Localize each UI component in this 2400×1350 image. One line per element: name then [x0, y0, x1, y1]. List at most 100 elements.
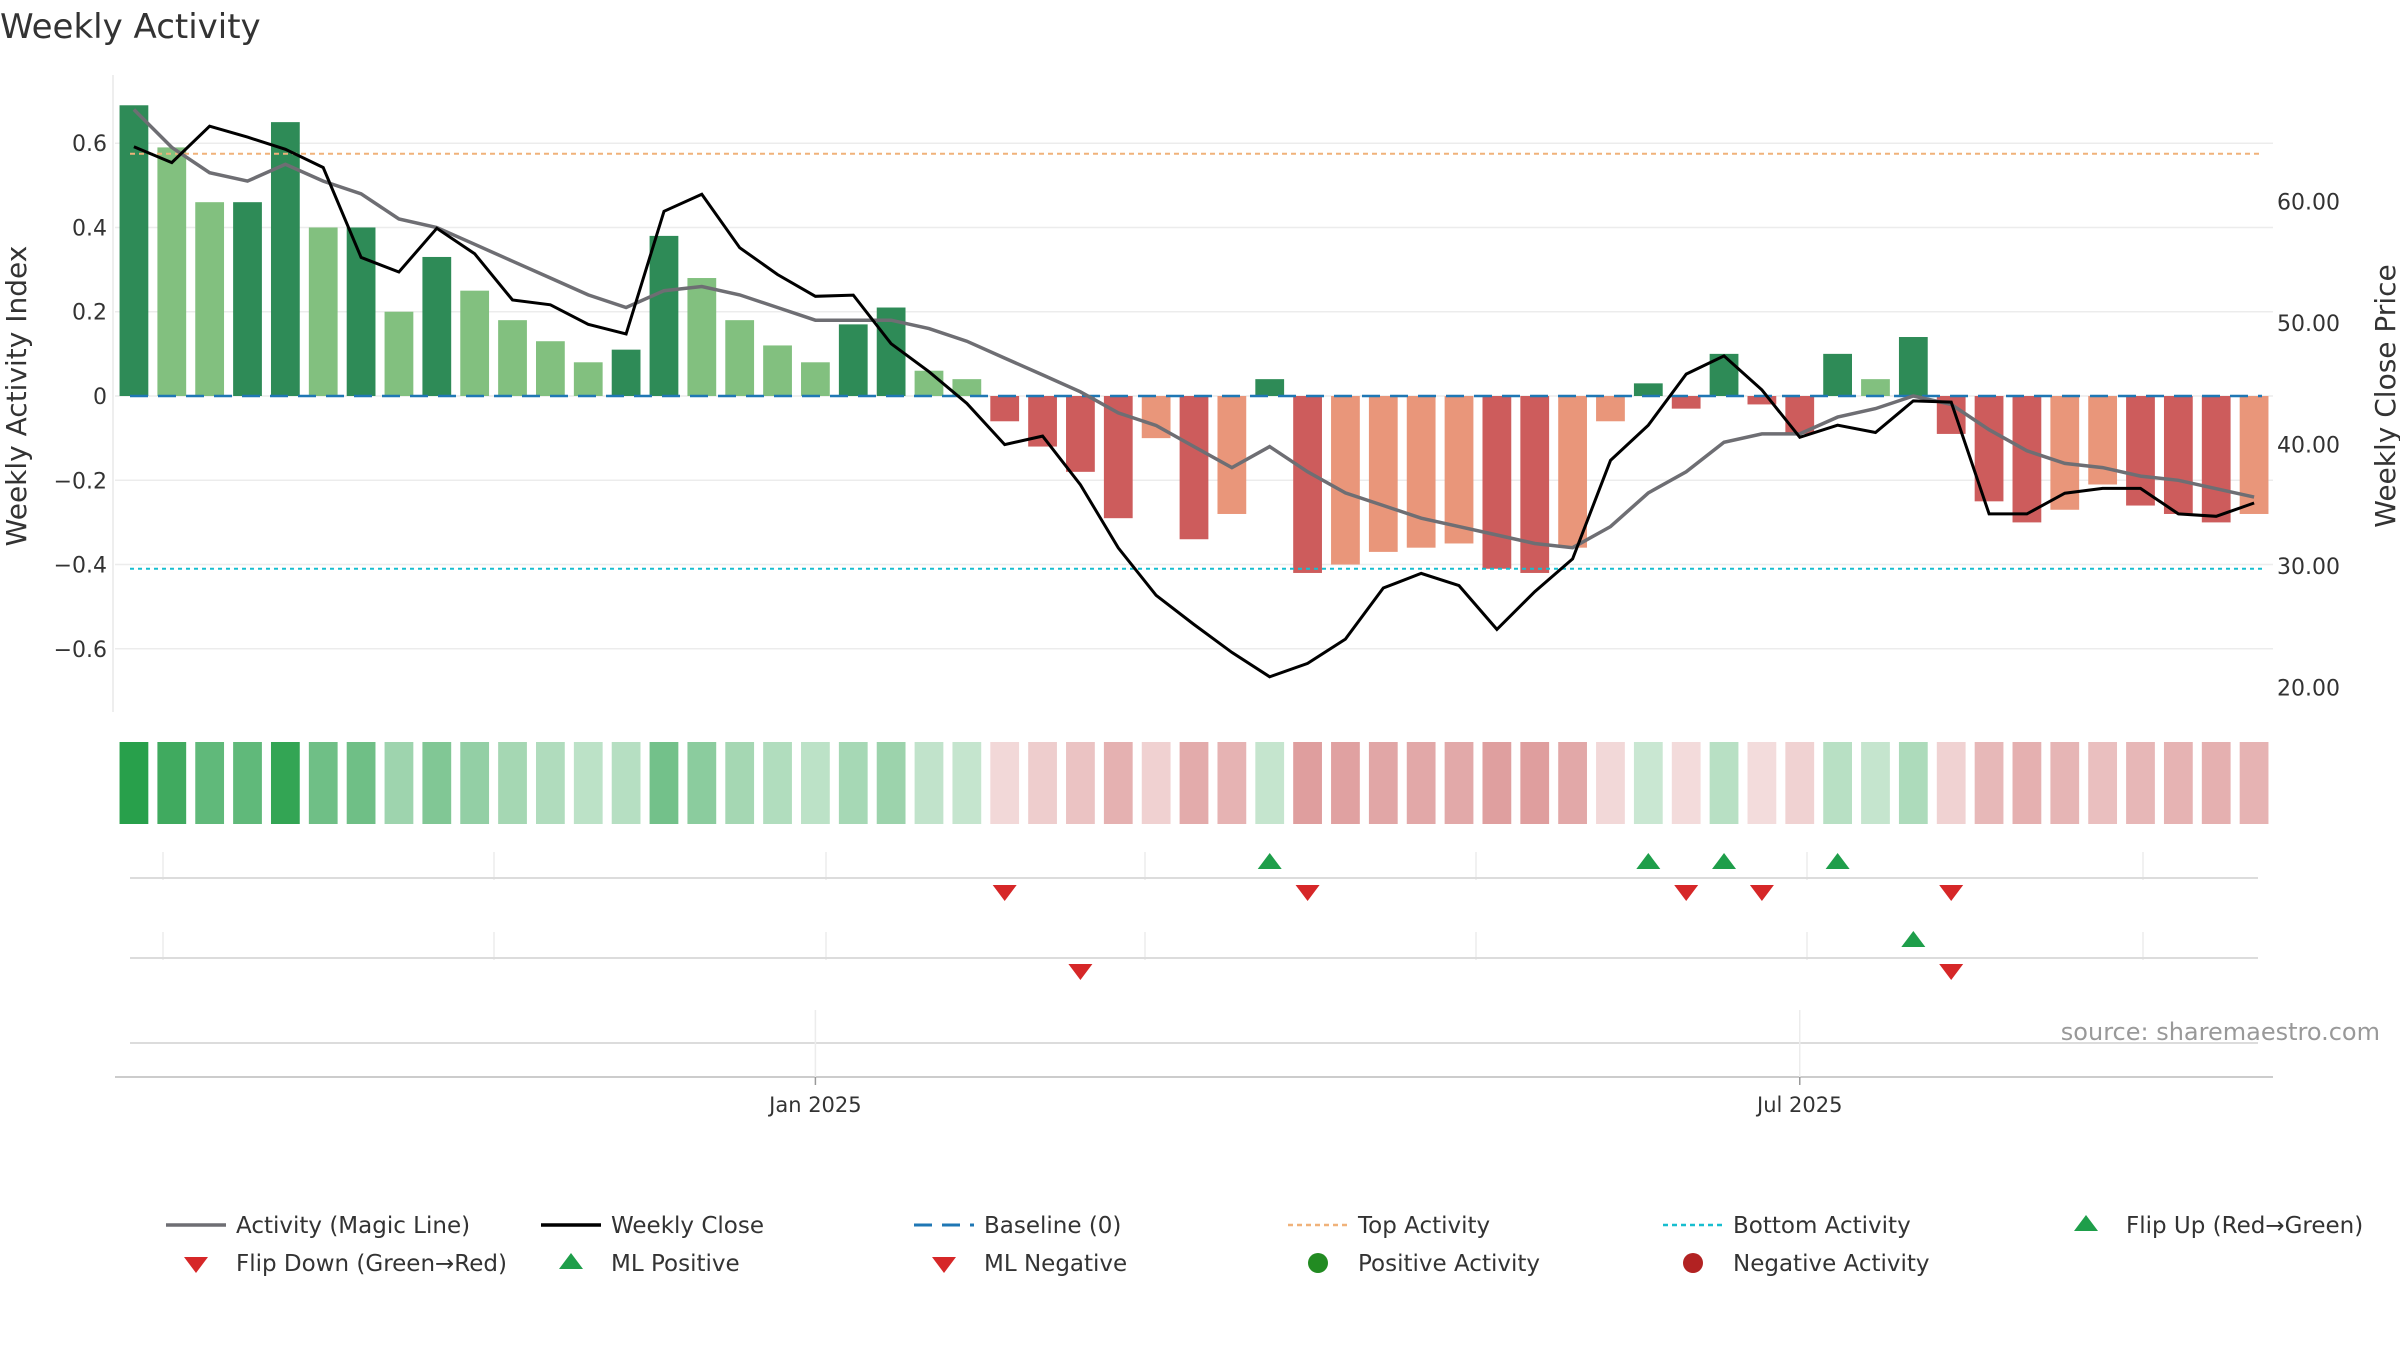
activity-bar	[1293, 396, 1322, 573]
axis-layer: 0.6 0.4 0.2 0 −0.2 −0.4 −0.6 60.00 50.00 40.00 30.…	[0, 75, 2400, 712]
heat-cell	[952, 742, 982, 824]
legend-item: ML Positive	[559, 1251, 740, 1277]
heat-cell	[1633, 742, 1663, 824]
heat-cell	[2201, 742, 2231, 824]
left-tick-label: 0.2	[72, 301, 107, 326]
legend-swatch	[559, 1253, 583, 1269]
legend-item: Baseline (0)	[914, 1213, 1121, 1239]
right-tick-label: 20.00	[2277, 677, 2340, 702]
heat-cell	[2163, 742, 2193, 824]
activity-bar	[763, 345, 792, 396]
legend-label: ML Positive	[611, 1251, 740, 1277]
heat-cell	[422, 742, 452, 824]
activity-bar	[2012, 396, 2042, 523]
legend-label: Negative Activity	[1733, 1251, 1930, 1277]
legend-item: Negative Activity	[1683, 1251, 1930, 1277]
activity-bar	[1331, 396, 1360, 565]
heat-cell	[233, 742, 262, 824]
heat-cell	[2012, 742, 2042, 824]
legend-item: ML Negative	[932, 1251, 1127, 1277]
heat-cell	[1406, 742, 1436, 824]
heat-cell	[1444, 742, 1474, 824]
flip-down-marker	[992, 885, 1017, 901]
left-tick-label: 0.6	[72, 132, 107, 157]
legend-label: Flip Down (Green→Red)	[236, 1251, 507, 1277]
legend-item: Weekly Close	[541, 1213, 764, 1239]
heat-cell	[2088, 742, 2118, 824]
legend: Activity (Magic Line) Weekly Close Baselin…	[166, 1213, 2363, 1277]
activity-bar	[1179, 396, 1209, 540]
flip-down-marker	[1939, 885, 1964, 901]
activity-bar	[1596, 396, 1625, 422]
legend-item: Flip Up (Red→Green)	[2074, 1213, 2363, 1239]
legend-label: ML Negative	[984, 1251, 1127, 1277]
heat-cell	[1482, 742, 1512, 824]
heat-cell	[2239, 742, 2269, 824]
heat-cell	[763, 742, 792, 824]
heat-cell	[1709, 742, 1739, 824]
signal-rows	[130, 852, 2258, 980]
activity-bar	[838, 324, 868, 396]
heat-cell	[914, 742, 944, 824]
ml-negative-marker	[1939, 964, 1964, 980]
activity-bar	[649, 235, 679, 396]
heat-cell	[1331, 742, 1360, 824]
heat-cell	[611, 742, 641, 824]
heat-cell	[498, 742, 527, 824]
bars-layer	[119, 105, 2269, 573]
heat-strip	[119, 742, 2269, 824]
source-note: source: sharemaestro.com	[2061, 1018, 2380, 1046]
heat-cell	[1596, 742, 1625, 824]
activity-bar	[1633, 383, 1663, 396]
heat-cell	[725, 742, 755, 824]
ml-negative-marker	[1068, 964, 1093, 980]
activity-bar	[952, 379, 982, 396]
legend-swatch	[184, 1257, 208, 1273]
left-tick-label: −0.4	[54, 554, 107, 579]
legend-swatch	[932, 1257, 956, 1273]
activity-bar	[1066, 396, 1095, 472]
activity-bar	[1406, 396, 1436, 548]
heat-cell	[2126, 742, 2155, 824]
activity-bar	[573, 362, 603, 396]
flip-up-marker	[1825, 853, 1850, 869]
x-tick-label: Jan 2025	[767, 1093, 862, 1117]
heat-cell	[687, 742, 717, 824]
legend-label: Weekly Close	[611, 1213, 764, 1239]
activity-bar	[1255, 379, 1285, 396]
heat-cell	[1898, 742, 1928, 824]
left-tick-label: 0.4	[72, 216, 107, 241]
activity-bar	[1217, 396, 1247, 514]
left-tick-label: 0	[93, 385, 107, 410]
activity-bar	[460, 290, 490, 396]
right-tick-label: 30.00	[2277, 555, 2340, 580]
heat-cell	[346, 742, 376, 824]
activity-bar	[1861, 379, 1890, 396]
x-axis: Jan 2025 Jul 2025	[115, 1010, 2273, 1117]
legend-label: Baseline (0)	[984, 1213, 1121, 1239]
heat-cell	[1785, 742, 1815, 824]
legend-label: Positive Activity	[1358, 1251, 1540, 1277]
flip-up-marker	[1636, 853, 1661, 869]
left-tick-label: −0.2	[54, 469, 107, 494]
right-tick-label: 40.00	[2277, 434, 2340, 459]
activity-bar	[422, 256, 452, 396]
heat-cell	[1179, 742, 1209, 824]
heat-cell	[308, 742, 338, 824]
activity-bar	[2163, 396, 2193, 514]
heat-cell	[876, 742, 906, 824]
lines-layer	[130, 108, 2262, 679]
ml-positive-marker	[1901, 931, 1926, 947]
heat-cell	[573, 742, 603, 824]
heat-cell	[2050, 742, 2080, 824]
legend-label: Activity (Magic Line)	[236, 1213, 470, 1239]
activity-bar	[384, 311, 414, 396]
heat-cell	[1671, 742, 1701, 824]
heat-cell	[1028, 742, 1057, 824]
flip-down-marker	[1674, 885, 1699, 901]
heat-cell	[1103, 742, 1133, 824]
heat-cell	[1255, 742, 1285, 824]
heat-cell	[1520, 742, 1550, 824]
flip-up-marker	[1257, 853, 1282, 869]
activity-bar	[611, 349, 641, 396]
